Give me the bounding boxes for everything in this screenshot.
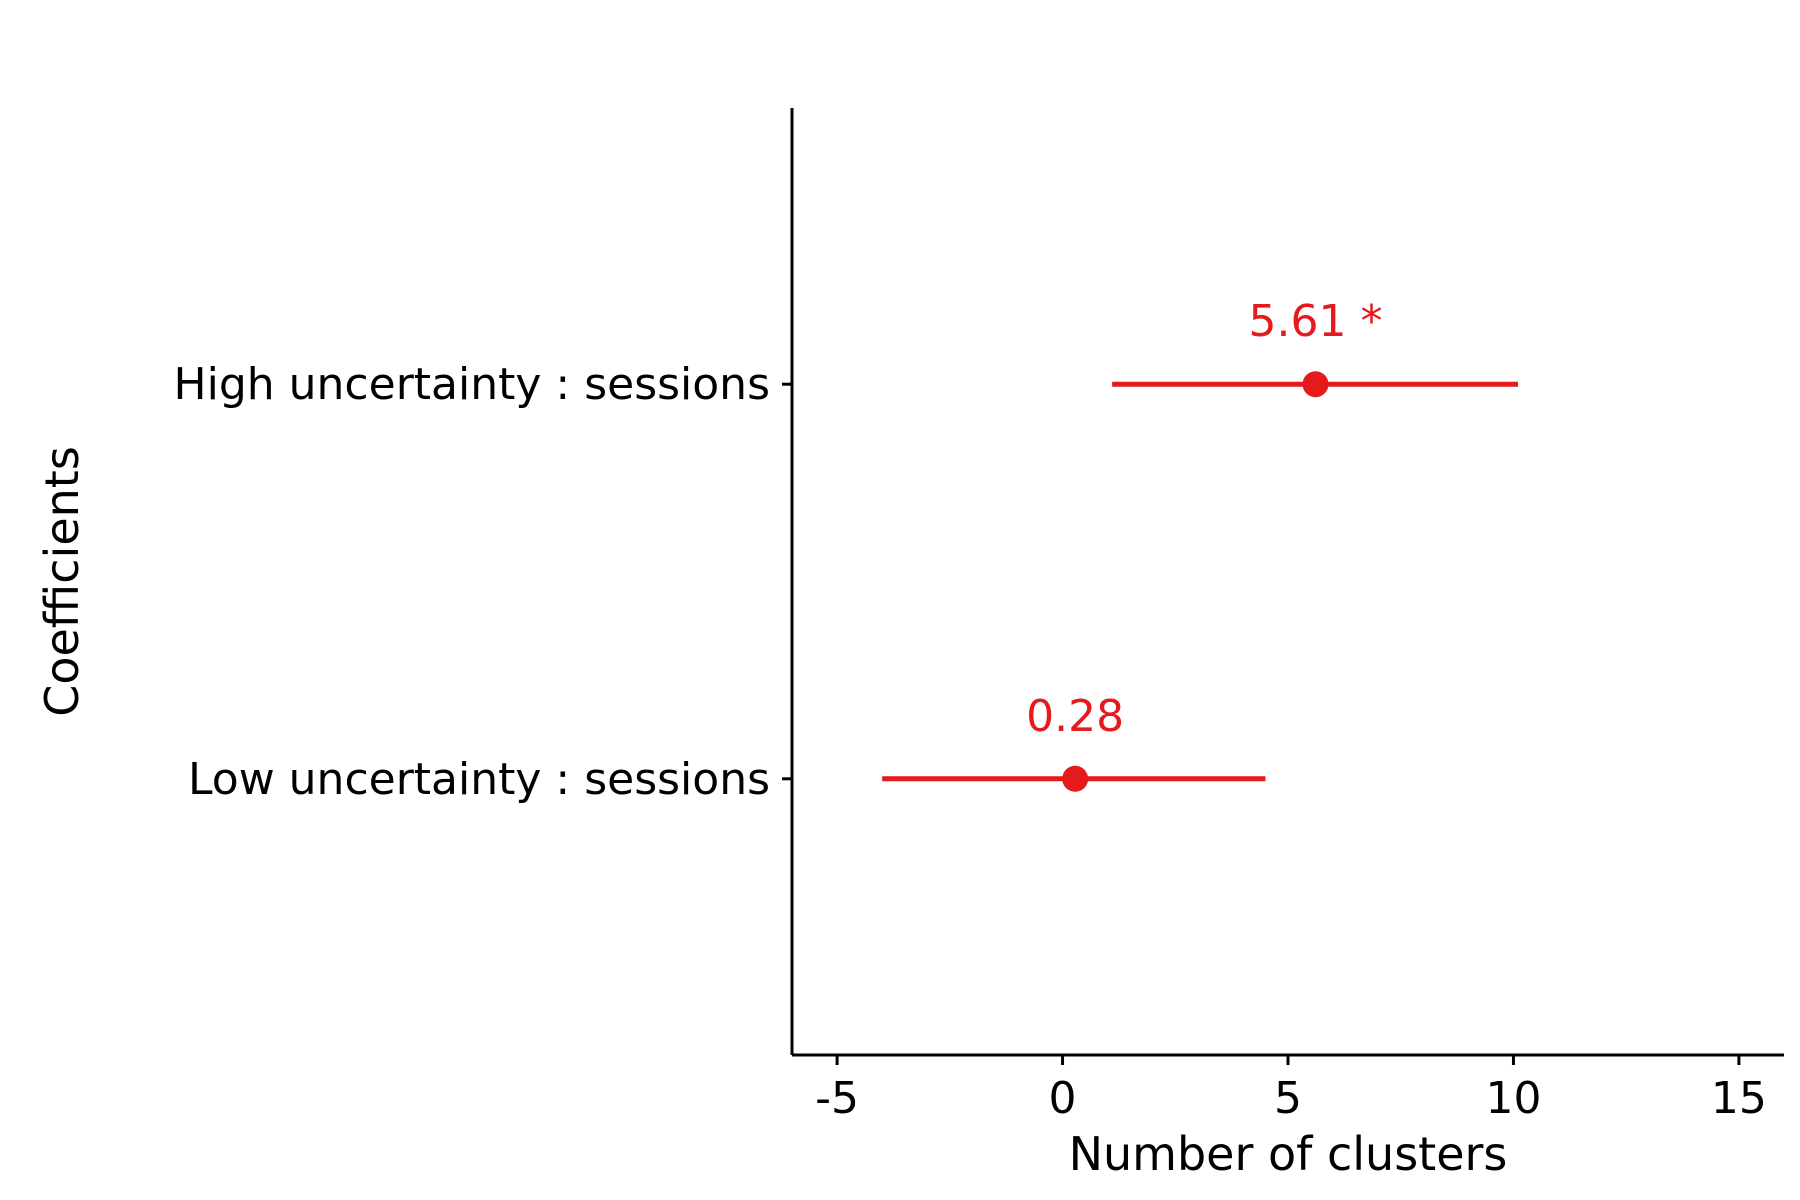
coefficient-point xyxy=(1302,371,1329,398)
x-tick-label: 10 xyxy=(1485,1073,1541,1124)
coefficient-point xyxy=(1062,765,1089,792)
x-tick-label: -5 xyxy=(815,1073,859,1124)
y-tick-label: Low uncertainty : sessions xyxy=(188,754,770,805)
x-axis-title: Number of clusters xyxy=(1069,1127,1508,1181)
x-tick-label: 0 xyxy=(1049,1073,1077,1124)
data-marks: 5.61 * 0.28 xyxy=(882,296,1518,792)
x-tick-label: 5 xyxy=(1274,1073,1302,1124)
x-tick-label: 15 xyxy=(1711,1073,1767,1124)
data-label: 5.61 * xyxy=(1249,296,1383,347)
x-axis-ticks: -5 0 5 10 15 xyxy=(815,1055,1767,1124)
y-axis-title: Coefficients xyxy=(35,446,89,717)
y-tick-label: High uncertainty : sessions xyxy=(174,359,770,410)
data-label: 0.28 xyxy=(1026,691,1124,742)
axes xyxy=(790,108,1784,1057)
y-axis-ticks: High uncertainty : sessions Low uncertain… xyxy=(174,359,792,805)
